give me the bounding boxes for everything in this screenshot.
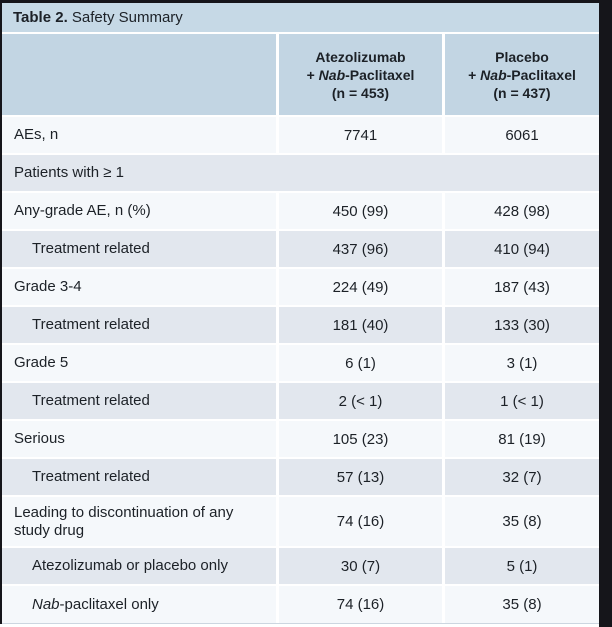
right-edge-border: [599, 0, 612, 627]
section-row: Patients with ≥ 1: [2, 155, 599, 193]
cell-placebo-value: 81 (19): [442, 421, 599, 457]
row-label: Patients with ≥ 1: [2, 155, 599, 191]
top-edge-border: [0, 0, 612, 3]
text-segment: Atezolizumab or placebo only: [32, 557, 228, 574]
text-segment: -Paclitaxel: [345, 66, 415, 83]
cell-placebo-value: 6061: [442, 117, 599, 153]
italic-text-segment: Nab: [480, 66, 507, 83]
text-segment: Treatment related: [32, 316, 150, 333]
italic-text-segment: Nab: [318, 66, 346, 83]
text-segment: Treatment related: [32, 240, 150, 257]
table-row: Grade 5 6 (1) 3 (1): [2, 345, 599, 383]
cell-atezolizumab-value: 74 (16): [276, 586, 442, 623]
row-label: Treatment related: [2, 459, 276, 495]
table-row: Atezolizumab or placebo only 30 (7) 5 (1): [2, 548, 599, 586]
cell-atezolizumab-value: 57 (13): [276, 459, 442, 495]
table-title: Table 2. Safety Summary: [2, 3, 599, 34]
cell-atezolizumab-value: 74 (16): [276, 497, 442, 546]
cell-atezolizumab-value: 224 (49): [276, 269, 442, 305]
table-row: Nab -paclitaxel only 74 (16) 35 (8): [2, 586, 599, 624]
text-segment: Atezolizumab: [315, 48, 406, 65]
table-row: Leading to discontinuation of any study …: [2, 497, 599, 548]
cell-placebo-value: 428 (98): [442, 193, 599, 229]
cell-atezolizumab-value: 437 (96): [276, 231, 442, 267]
column-header-placebo: Placebo + Nab-Paclitaxel (n = 437): [442, 34, 599, 115]
table-header-row: Atezolizumab + Nab-Paclitaxel (n = 453) Pl…: [2, 34, 599, 117]
header-empty-cell: [2, 34, 276, 115]
row-label: Atezolizumab or placebo only: [2, 548, 276, 584]
cell-atezolizumab-value: 6 (1): [276, 345, 442, 381]
cell-placebo-value: 1 (< 1): [442, 383, 599, 419]
table-title-text: Safety Summary: [67, 9, 183, 26]
text-segment: (n = 453): [331, 84, 390, 101]
row-label: Serious: [2, 421, 276, 457]
column-header-line: (n = 437): [493, 84, 550, 102]
column-header-atezolizumab: Atezolizumab + Nab-Paclitaxel (n = 453): [276, 34, 442, 115]
text-segment: -Paclitaxel: [506, 66, 576, 83]
cell-placebo-value: 32 (7): [442, 459, 599, 495]
column-header-line: Atezolizumab: [315, 48, 405, 66]
row-label: Treatment related: [2, 231, 276, 267]
table-row: Treatment related 181 (40) 133 (30): [2, 307, 599, 345]
table-row: Grade 3-4 224 (49) 187 (43): [2, 269, 599, 307]
text-segment: Grade 5: [14, 354, 69, 371]
text-segment: (n = 437): [493, 84, 551, 101]
cell-atezolizumab-value: 450 (99): [276, 193, 442, 229]
table-row: Treatment related 437 (96) 410 (94): [2, 231, 599, 269]
column-header-line: (n = 453): [332, 84, 389, 102]
table-row: AEs, n 7741 6061: [2, 117, 599, 155]
cell-placebo-value: 35 (8): [442, 586, 599, 623]
text-segment: Treatment related: [32, 468, 150, 485]
text-segment: Grade 3-4: [14, 278, 82, 295]
cell-atezolizumab-value: 2 (< 1): [276, 383, 442, 419]
row-label: Grade 3-4: [2, 269, 276, 305]
cell-atezolizumab-value: 7741: [276, 117, 442, 153]
cell-placebo-value: 410 (94): [442, 231, 599, 267]
cell-atezolizumab-value: 105 (23): [276, 421, 442, 457]
table-body: AEs, n 7741 6061 Patients with ≥ 1 Any-grade…: [2, 117, 599, 624]
table-title-number: Table 2.: [13, 9, 68, 26]
text-segment: +: [468, 66, 481, 83]
cell-placebo-value: 5 (1): [442, 548, 599, 584]
row-label: Grade 5: [2, 345, 276, 381]
italic-text-segment: Nab: [32, 595, 60, 613]
text-segment: AEs, n: [14, 126, 59, 143]
table-row: Treatment related 2 (< 1) 1 (< 1): [2, 383, 599, 421]
text-segment: Serious: [14, 430, 65, 447]
cell-atezolizumab-value: 181 (40): [276, 307, 442, 343]
text-segment: +: [306, 66, 319, 83]
row-label: Leading to discontinuation of any study …: [2, 497, 276, 546]
row-label: AEs, n: [2, 117, 276, 153]
cell-placebo-value: 133 (30): [442, 307, 599, 343]
text-segment: Treatment related: [32, 392, 150, 409]
cell-placebo-value: 35 (8): [442, 497, 599, 546]
text-segment: Patients with ≥ 1: [14, 164, 124, 181]
column-header-line: + Nab-Paclitaxel: [307, 66, 415, 84]
table-row: Any-grade AE, n (%) 450 (99) 428 (98): [2, 193, 599, 231]
cell-atezolizumab-value: 30 (7): [276, 548, 442, 584]
text-segment: Leading to discontinuation of any study …: [14, 503, 234, 539]
row-label: Nab -paclitaxel only: [2, 586, 276, 623]
column-header-line: Placebo: [495, 48, 549, 66]
text-segment: Any-grade AE, n (%): [14, 202, 151, 219]
text-segment: -paclitaxel only: [59, 595, 159, 613]
left-edge-border: [0, 0, 2, 624]
safety-summary-table: Table 2. Safety Summary Atezolizumab + Na…: [2, 3, 599, 624]
row-label: Treatment related: [2, 307, 276, 343]
text-segment: Placebo: [495, 48, 549, 65]
row-label: Treatment related: [2, 383, 276, 419]
cell-placebo-value: 187 (43): [442, 269, 599, 305]
cell-placebo-value: 3 (1): [442, 345, 599, 381]
row-label: Any-grade AE, n (%): [2, 193, 276, 229]
table-row: Serious 105 (23) 81 (19): [2, 421, 599, 459]
column-header-line: + Nab-Paclitaxel: [468, 66, 576, 84]
table-row: Treatment related 57 (13) 32 (7): [2, 459, 599, 497]
